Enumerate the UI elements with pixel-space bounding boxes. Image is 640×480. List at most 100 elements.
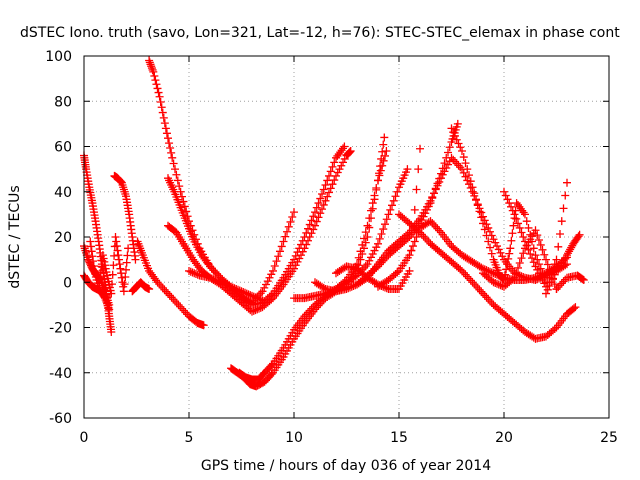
data-point <box>326 167 335 176</box>
data-point <box>501 270 510 279</box>
data-point <box>179 306 188 315</box>
y-tick-label: -20 <box>49 321 72 337</box>
data-point <box>556 229 564 238</box>
data-point <box>176 302 185 311</box>
data-point <box>237 287 246 296</box>
data-point <box>465 171 473 180</box>
data-point <box>185 266 193 275</box>
data-point <box>502 265 511 274</box>
data-point <box>116 264 125 273</box>
data-point <box>444 160 452 169</box>
data-point <box>484 295 493 304</box>
data-point <box>554 242 563 251</box>
data-point <box>246 291 255 300</box>
data-point <box>463 272 472 281</box>
data-point <box>211 275 220 284</box>
data-point <box>164 134 172 143</box>
data-point <box>347 282 356 291</box>
data-point <box>536 264 545 273</box>
data-point <box>115 255 123 264</box>
data-point <box>267 361 276 370</box>
data-point <box>223 281 232 290</box>
data-point <box>487 268 496 277</box>
data-point <box>213 276 221 285</box>
data-point <box>314 199 323 208</box>
data-point <box>480 225 489 234</box>
data-point <box>346 147 354 156</box>
data-point <box>360 234 368 243</box>
data-point <box>433 181 442 190</box>
data-point <box>148 65 157 74</box>
data-point <box>542 289 550 298</box>
data-point <box>326 184 335 193</box>
data-point <box>501 191 510 200</box>
data-point <box>484 223 493 232</box>
data-point <box>145 58 154 67</box>
data-point <box>561 191 570 200</box>
data-point <box>339 158 347 167</box>
data-point <box>256 295 265 304</box>
data-point <box>524 223 533 232</box>
data-series <box>500 178 571 291</box>
data-point <box>486 297 494 306</box>
data-point <box>570 304 578 313</box>
data-point <box>461 270 470 279</box>
data-point <box>319 185 328 194</box>
data-point <box>463 165 472 174</box>
data-point <box>332 171 340 180</box>
data-point <box>281 232 290 241</box>
data-point <box>472 282 480 291</box>
data-point <box>370 246 379 255</box>
data-point <box>102 268 111 277</box>
data-point <box>151 76 160 85</box>
data-point <box>472 195 480 204</box>
data-point <box>230 284 239 293</box>
data-point <box>491 238 500 247</box>
x-axis-label: GPS time / hours of day 036 of year 2014 <box>201 458 491 474</box>
data-point <box>378 147 387 156</box>
data-point <box>361 262 370 271</box>
data-point <box>575 230 584 239</box>
data-series <box>332 144 424 294</box>
data-point <box>260 283 269 292</box>
data-point <box>221 280 230 289</box>
data-point <box>508 275 517 284</box>
data-point <box>213 269 221 278</box>
data-point <box>166 144 175 153</box>
data-point <box>94 285 103 294</box>
data-point <box>87 247 96 256</box>
data-point <box>416 228 424 237</box>
data-point <box>374 176 382 185</box>
data-point <box>239 288 248 297</box>
data-point <box>267 295 276 304</box>
data-point <box>484 266 493 275</box>
data-point <box>153 278 162 287</box>
data-point <box>244 290 253 299</box>
data-series <box>311 119 462 296</box>
data-point <box>431 185 440 194</box>
data-point <box>563 260 571 269</box>
data-point <box>412 185 421 194</box>
data-point <box>305 233 314 241</box>
data-point <box>304 236 312 245</box>
data-point <box>361 274 370 283</box>
data-point <box>519 233 528 241</box>
data-point <box>496 248 505 257</box>
data-point <box>165 291 174 300</box>
data-point <box>302 240 311 249</box>
data-point <box>384 210 393 219</box>
data-point <box>147 62 156 71</box>
data-point <box>410 205 419 214</box>
data-point <box>152 80 161 89</box>
data-point <box>112 237 121 246</box>
data-point <box>557 279 566 288</box>
data-series <box>235 165 412 384</box>
data-point <box>456 163 465 172</box>
data-point <box>540 279 549 288</box>
data-point <box>508 229 517 238</box>
data-point <box>486 227 494 236</box>
data-point <box>524 245 533 254</box>
data-point <box>318 190 326 199</box>
data-point <box>284 222 293 231</box>
data-point <box>529 258 538 267</box>
